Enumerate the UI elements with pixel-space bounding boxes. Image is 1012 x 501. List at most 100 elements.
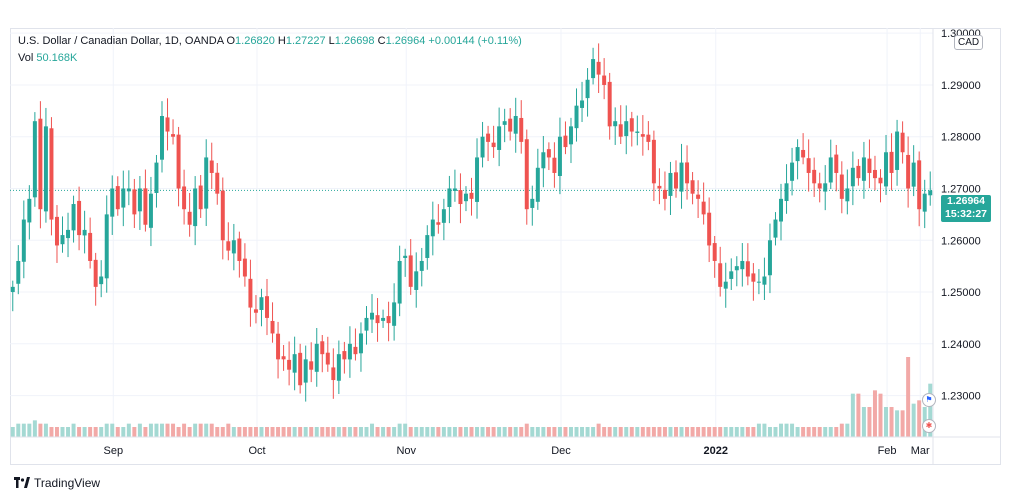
high-label: H bbox=[277, 35, 286, 47]
candle-body bbox=[552, 157, 557, 173]
candle-body bbox=[231, 240, 236, 254]
candle-body bbox=[287, 359, 292, 370]
candle-body bbox=[193, 188, 198, 227]
candle-body bbox=[176, 134, 181, 189]
volume-bar bbox=[568, 427, 573, 437]
candle-body bbox=[414, 271, 419, 290]
volume-bar bbox=[71, 423, 76, 437]
candle-body bbox=[591, 59, 596, 79]
candle-body bbox=[812, 169, 817, 184]
candle-body bbox=[265, 296, 269, 318]
candle-body bbox=[823, 183, 828, 192]
price-axis: 1.300001.290001.280001.270001.260001.250… bbox=[932, 28, 981, 465]
volume-bar bbox=[563, 427, 568, 437]
candle-body bbox=[132, 189, 137, 215]
volume-bar bbox=[519, 427, 524, 437]
time-tick-label: Sep bbox=[104, 445, 124, 457]
volume-bar bbox=[88, 427, 93, 437]
volume-bar bbox=[762, 423, 767, 437]
volume-bar bbox=[353, 427, 358, 437]
time-tick-label: Oct bbox=[248, 445, 265, 457]
volume-bar bbox=[806, 427, 811, 437]
volume-bar bbox=[309, 427, 314, 437]
candle-body bbox=[292, 354, 297, 373]
candle-body bbox=[182, 186, 187, 210]
volume-bar bbox=[872, 390, 877, 437]
us-flag-icon[interactable]: ⚑ bbox=[922, 393, 936, 407]
candle-body bbox=[403, 255, 408, 258]
volume-bar bbox=[171, 423, 176, 437]
candle-body bbox=[248, 278, 253, 308]
volume-bar bbox=[756, 423, 761, 437]
volume-bar bbox=[270, 427, 275, 437]
candle-body bbox=[364, 317, 369, 331]
candle-body bbox=[696, 194, 701, 199]
volume-bar bbox=[182, 423, 187, 437]
volume-bar bbox=[259, 427, 264, 437]
candle-body bbox=[767, 240, 772, 276]
volume-bar bbox=[54, 427, 59, 437]
volume-bar bbox=[767, 427, 772, 437]
candle-body bbox=[49, 128, 54, 220]
tradingview-brand[interactable]: TradingView bbox=[14, 476, 100, 490]
candle-body bbox=[872, 169, 877, 179]
chart-frame bbox=[10, 28, 1001, 465]
candle-body bbox=[751, 273, 756, 282]
symbol-legend[interactable]: U.S. Dollar / Canadian Dollar, 1D, OANDA… bbox=[18, 35, 522, 47]
volume-bar bbox=[497, 427, 502, 437]
candle-body bbox=[662, 189, 667, 199]
volume-bar bbox=[397, 423, 402, 437]
volume-bar bbox=[93, 427, 98, 437]
candle-body bbox=[574, 105, 579, 129]
volume-bar bbox=[629, 427, 634, 437]
candle-body bbox=[298, 352, 303, 386]
volume-bar bbox=[817, 427, 822, 437]
volume-bar bbox=[812, 427, 817, 437]
volume-bar bbox=[347, 427, 352, 437]
volume-bar bbox=[502, 427, 507, 437]
low-label: L bbox=[328, 35, 335, 47]
volume-bar bbox=[513, 427, 518, 437]
volume-bar bbox=[679, 427, 684, 437]
volume-legend[interactable]: Vol 50.168K bbox=[18, 52, 77, 64]
candle-body bbox=[701, 201, 706, 215]
volume-bar bbox=[734, 427, 739, 437]
candle-body bbox=[325, 352, 330, 365]
volume-bar bbox=[635, 427, 640, 437]
volume-bar bbox=[49, 427, 54, 437]
candle-body bbox=[419, 260, 424, 271]
candle-body bbox=[596, 61, 601, 75]
candle-body bbox=[640, 134, 645, 137]
volume-bar bbox=[16, 423, 21, 437]
volume-bar bbox=[574, 427, 579, 437]
currency-badge[interactable]: CAD bbox=[954, 35, 984, 50]
candlestick-chart[interactable]: 1.300001.290001.280001.270001.260001.250… bbox=[10, 28, 1001, 465]
volume-bar bbox=[607, 427, 612, 437]
volume-bar bbox=[463, 427, 468, 437]
candle-body bbox=[917, 160, 922, 210]
volume-bar bbox=[148, 423, 153, 437]
candle-body bbox=[93, 259, 98, 287]
volume-bar bbox=[331, 427, 336, 437]
candle-body bbox=[408, 255, 413, 287]
candle-body bbox=[580, 100, 585, 108]
candle-body bbox=[458, 190, 463, 205]
volume-bar bbox=[21, 423, 26, 437]
volume-bar bbox=[618, 427, 623, 437]
candle-body bbox=[115, 186, 120, 210]
volume-bar bbox=[884, 407, 889, 437]
candle-body bbox=[839, 174, 844, 199]
volume-bar bbox=[276, 427, 281, 437]
volume-bar bbox=[121, 427, 126, 437]
volume-bar bbox=[132, 427, 137, 437]
volume-bar bbox=[126, 423, 131, 437]
volume-bar bbox=[386, 427, 391, 437]
candle-body bbox=[773, 219, 778, 238]
ca-flag-icon[interactable]: ✱ bbox=[922, 419, 936, 433]
candle-body bbox=[88, 232, 93, 261]
candle-body bbox=[32, 121, 37, 198]
candle-body bbox=[38, 118, 43, 210]
volume-bar bbox=[546, 427, 551, 437]
candle-body bbox=[148, 193, 153, 228]
candle-body bbox=[646, 134, 651, 142]
